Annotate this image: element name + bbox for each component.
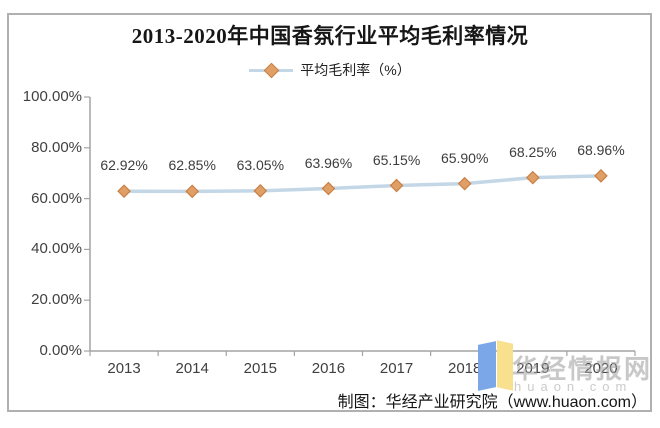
data-point-marker — [117, 184, 131, 199]
x-axis-category-label: 2014 — [175, 360, 209, 377]
page-title: 2013-2020年中国香氛行业平均毛利率情况 — [131, 24, 529, 48]
x-axis-category-label: 2020 — [584, 360, 618, 377]
data-point-label: 68.96% — [577, 141, 625, 158]
data-point-label: 63.96% — [304, 154, 353, 171]
chart-frame — [7, 13, 652, 412]
series-line — [124, 174, 601, 194]
watermark-logo-blue-icon — [478, 341, 496, 391]
data-point-marker — [389, 178, 404, 193]
x-axis-category-label: 2017 — [379, 360, 414, 377]
data-point-marker — [253, 184, 268, 198]
legend-line-marker-icon — [249, 62, 294, 79]
data-point-marker — [185, 184, 200, 199]
y-axis-tick-label: 60.00% — [31, 189, 82, 207]
data-point-label: 65.90% — [440, 149, 489, 166]
y-axis-tick-label: 20.00% — [31, 291, 82, 309]
data-point-label: 62.85% — [168, 157, 216, 174]
watermark-logo-yellow-icon — [497, 340, 513, 391]
watermark-brand-text: 华经情报网 — [512, 354, 653, 384]
x-axis-category-label: 2015 — [243, 360, 277, 377]
legend-series-label: 平均毛利率（%） — [300, 62, 411, 78]
data-point-label: 68.25% — [509, 143, 557, 160]
data-point-label: 65.15% — [372, 151, 421, 168]
x-axis-category-label: 2019 — [516, 360, 550, 377]
chart-legend: 平均毛利率（%） — [0, 60, 660, 80]
y-axis-tick-label: 0.00% — [39, 342, 82, 359]
data-point-marker — [321, 181, 336, 196]
x-axis-category-label: 2013 — [107, 360, 141, 377]
data-point-marker — [457, 176, 472, 191]
data-point-marker — [525, 170, 540, 185]
y-axis-tick-label: 40.00% — [31, 240, 82, 258]
x-axis-category-label: 2018 — [448, 360, 482, 377]
data-point-label: 63.05% — [236, 156, 285, 173]
x-axis-category-label: 2016 — [311, 360, 346, 377]
y-axis-tick-label: 80.00% — [31, 138, 82, 156]
footer-credit: 制图：华经产业研究院（www.huaon.com） — [337, 394, 647, 411]
data-point-label: 62.92% — [100, 157, 148, 174]
y-axis-tick-label: 100.00% — [22, 88, 82, 105]
watermark-domain-text: huaon.com — [514, 379, 633, 394]
data-point-marker — [594, 168, 608, 183]
